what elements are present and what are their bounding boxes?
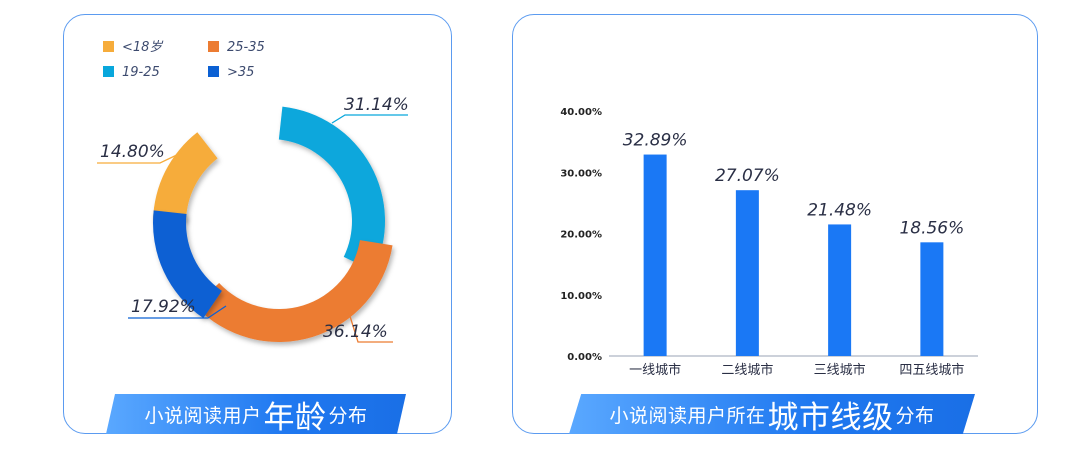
donut-slice bbox=[152, 210, 222, 319]
y-tick-label: 40.00% bbox=[560, 107, 602, 118]
x-category-label: 二线城市 bbox=[721, 362, 773, 378]
age-title-highlight: 年龄 bbox=[263, 399, 327, 436]
slice-data-label: 31.14% bbox=[344, 95, 409, 115]
bar-data-label: 32.89% bbox=[623, 131, 688, 151]
x-category-label: 四五线城市 bbox=[899, 362, 964, 378]
x-category-label: 三线城市 bbox=[814, 362, 866, 378]
city-chart-card: 小说阅读用户所在 城市线级 分布 bbox=[512, 14, 1038, 434]
bar-data-label: 27.07% bbox=[715, 166, 780, 186]
leader-line bbox=[331, 114, 408, 124]
donut-slice bbox=[195, 240, 393, 342]
city-title-suffix: 分布 bbox=[895, 404, 935, 427]
legend-swatch bbox=[103, 41, 114, 52]
legend-swatch bbox=[208, 41, 219, 52]
age-chart-title-banner: 小说阅读用户 年龄 分布 bbox=[106, 394, 406, 434]
leader-line bbox=[128, 305, 227, 319]
x-category-label: 一线城市 bbox=[629, 362, 681, 378]
bar bbox=[735, 190, 759, 356]
slice-data-label: 36.14% bbox=[323, 322, 388, 342]
legend-swatch bbox=[208, 66, 219, 77]
y-tick-label: 20.00% bbox=[560, 230, 602, 241]
slice-data-label: 17.92% bbox=[131, 297, 196, 317]
legend-swatch bbox=[103, 66, 114, 77]
bar-data-label: 18.56% bbox=[899, 218, 964, 238]
city-title-prefix: 小说阅读用户所在 bbox=[609, 404, 766, 427]
donut-slice bbox=[153, 132, 218, 222]
legend-label: 19-25 bbox=[122, 65, 160, 80]
age-chart-card: 小说阅读用户 年龄 分布 bbox=[63, 14, 452, 434]
donut-slice bbox=[278, 106, 386, 272]
age-title-suffix: 分布 bbox=[328, 404, 368, 427]
legend-label: >35 bbox=[227, 65, 254, 80]
slice-data-label: 14.80% bbox=[100, 142, 165, 162]
legend-label: <18岁 bbox=[122, 40, 163, 55]
leader-line bbox=[348, 312, 393, 343]
city-title-highlight: 城市线级 bbox=[767, 399, 894, 436]
bar bbox=[643, 154, 667, 356]
city-chart-title-banner: 小说阅读用户所在 城市线级 分布 bbox=[569, 394, 975, 434]
leader-line bbox=[97, 151, 184, 164]
age-title-prefix: 小说阅读用户 bbox=[144, 404, 262, 427]
y-tick-label: 30.00% bbox=[560, 168, 602, 179]
bar bbox=[828, 224, 852, 356]
bar bbox=[920, 242, 944, 356]
y-tick-label: 10.00% bbox=[560, 291, 602, 302]
y-tick-label: 0.00% bbox=[567, 352, 602, 363]
bar-data-label: 21.48% bbox=[807, 200, 872, 220]
legend-label: 25-35 bbox=[227, 40, 265, 55]
